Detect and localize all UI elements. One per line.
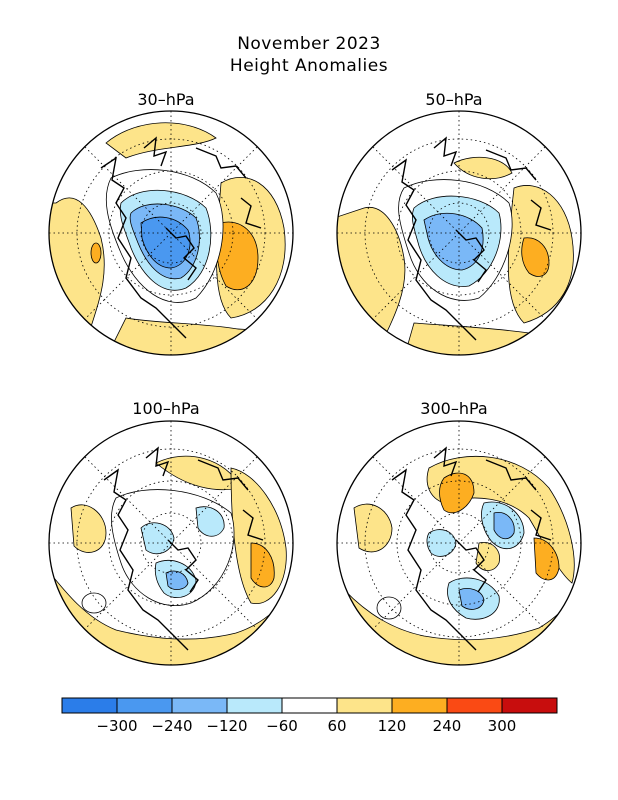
map-50hpa [336, 110, 582, 356]
colorbar-swatch [336, 697, 393, 714]
panel-label-300hpa: 300–hPa [420, 399, 488, 418]
colorbar-tick-label: −300 [96, 717, 137, 735]
colorbar-swatch [171, 697, 228, 714]
colorbar-swatch [281, 697, 338, 714]
figure-subtitle: Height Anomalies [229, 56, 389, 76]
colorbar-tick-label: 60 [327, 717, 346, 735]
colorbar-swatch [116, 697, 173, 714]
panel-label-100hpa: 100–hPa [132, 399, 200, 418]
colorbar-tick-label: −240 [151, 717, 192, 735]
colorbar-tick-label: 120 [378, 717, 407, 735]
colorbar-tick-label: 300 [488, 717, 517, 735]
colorbar-tick-label: −120 [206, 717, 247, 735]
panel-label-50hpa: 50–hPa [425, 90, 483, 109]
colorbar-swatch [501, 697, 558, 714]
map-100hpa [48, 420, 294, 666]
colorbar-swatch [61, 697, 118, 714]
map-30hpa [48, 110, 294, 356]
panel-label-30hpa: 30–hPa [137, 90, 195, 109]
colorbar-swatch [391, 697, 448, 714]
map-300hpa [336, 420, 582, 666]
colorbar-tick-label: 240 [433, 717, 462, 735]
colorbar-swatch [226, 697, 283, 714]
colorbar-tick-label: −60 [266, 717, 298, 735]
figure-title: November 2023 [237, 34, 381, 54]
colorbar-swatch [446, 697, 503, 714]
